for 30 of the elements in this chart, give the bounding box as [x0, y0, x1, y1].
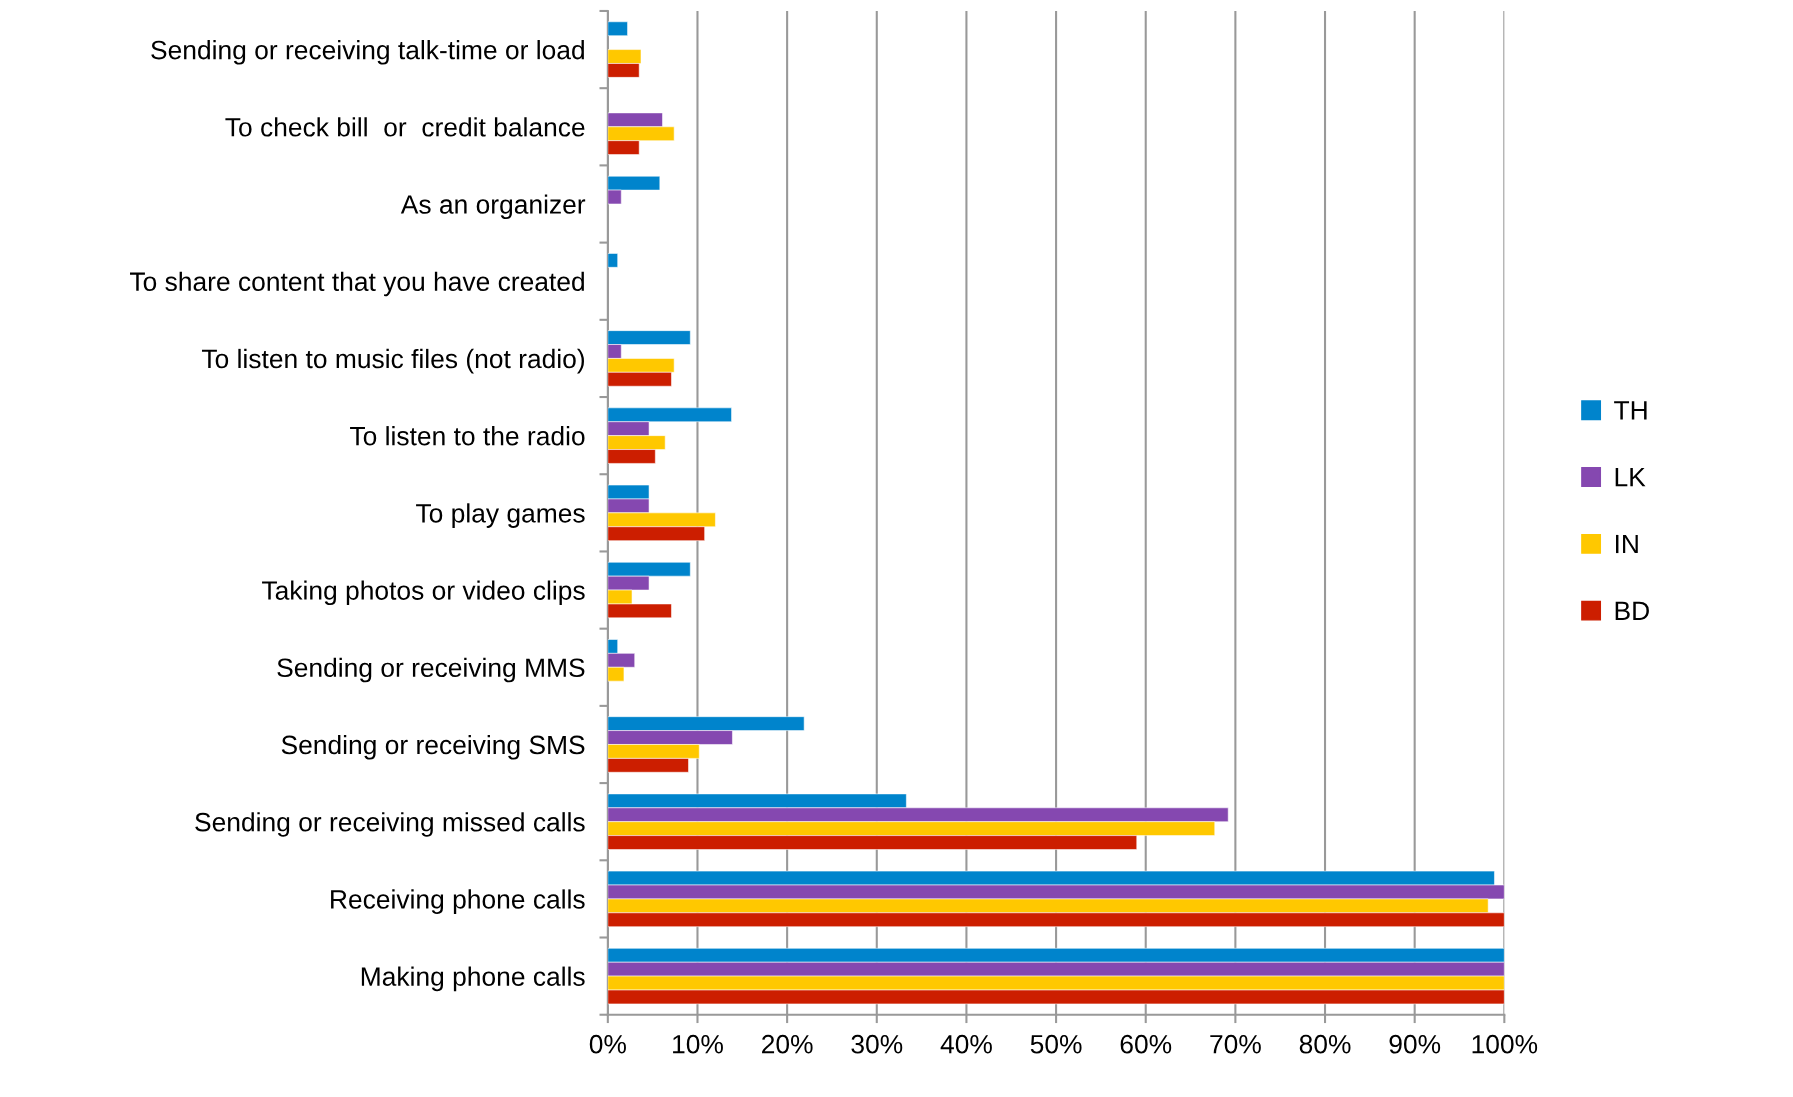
x-tick-label: 20%	[762, 1034, 813, 1054]
y-tick-label: Sending or receiving talk-time or load	[151, 40, 584, 65]
x-tick-label: 40%	[940, 1034, 992, 1054]
y-tick-label: Making phone calls	[361, 966, 585, 992]
x-tick-label: 80%	[1299, 1034, 1351, 1054]
x-tick-label: 10%	[673, 1034, 723, 1054]
y-tick-label: To listen to the radio	[350, 426, 585, 446]
bar	[607, 21, 628, 36]
bar	[607, 253, 618, 268]
x-tick-label: 70%	[1210, 1034, 1261, 1054]
legend-label: BD	[1615, 601, 1649, 620]
y-tick-label: Taking photos or video clips	[262, 580, 585, 606]
y-tick-label: To listen to music files (not radio)	[201, 348, 584, 374]
legend-label: IN	[1615, 534, 1638, 554]
x-tick-label: 0%	[589, 1034, 626, 1054]
y-tick-label: Sending or receiving missed calls	[195, 812, 585, 837]
x-tick-label: 30%	[851, 1034, 903, 1054]
y-tick-label: To share content that you have created	[130, 271, 584, 297]
y-tick-label: To check bill or credit balance	[225, 117, 585, 137]
y-tick-label: Sending or receiving MMS	[277, 657, 585, 683]
y-tick-label: Receiving phone calls	[331, 889, 585, 914]
y-tick-label: To play games	[416, 503, 585, 528]
legend-label: LK	[1615, 468, 1646, 487]
y-tick-label: As an organizer	[400, 194, 586, 220]
y-tick-label: Sending or receiving SMS	[281, 734, 585, 760]
x-tick-label: 50%	[1030, 1034, 1082, 1054]
x-tick-label: 100%	[1472, 1034, 1538, 1054]
x-tick-label: 90%	[1389, 1034, 1441, 1054]
legend-label: TH	[1614, 401, 1647, 420]
x-tick-label: 60%	[1120, 1034, 1172, 1054]
